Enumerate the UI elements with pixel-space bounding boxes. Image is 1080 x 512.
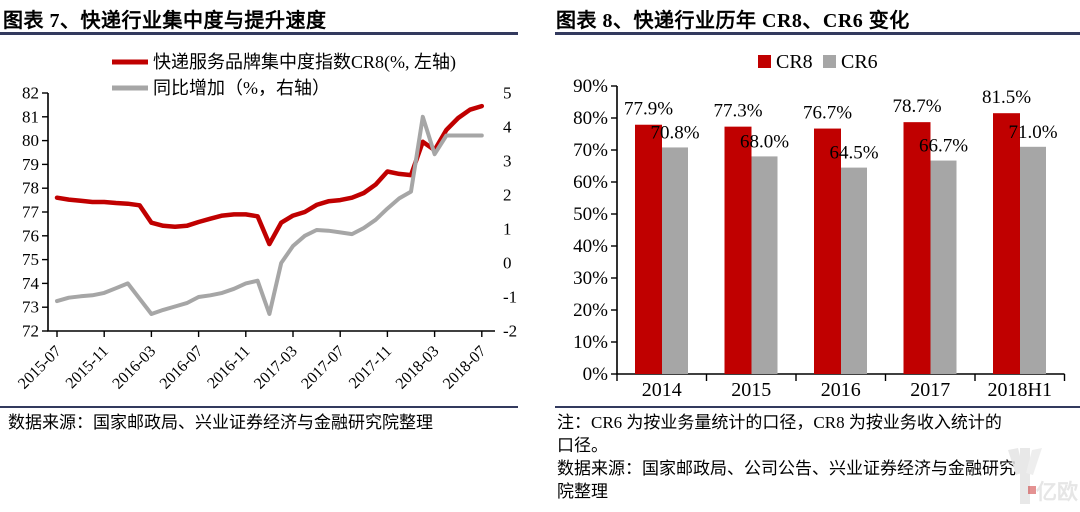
legend-label-cr6: CR6 bbox=[841, 51, 878, 73]
figure8-title: 图表 8、快递行业历年 CR8、CR6 变化 bbox=[556, 10, 910, 32]
right-axis-label: -2 bbox=[503, 322, 517, 341]
cr8-bar-2017 bbox=[903, 122, 931, 374]
left-axis-label: 76 bbox=[22, 226, 39, 245]
cr6-bar-2015 bbox=[751, 156, 778, 374]
figure8-title-rule bbox=[555, 32, 1080, 35]
right-axis-label: 3 bbox=[503, 152, 512, 171]
right-axis-label: 2 bbox=[503, 186, 512, 205]
left-axis-label: 82 bbox=[22, 84, 39, 103]
figure7-title: 图表 7、快递行业集中度与提升速度 bbox=[3, 10, 327, 32]
figure7-footer-rule bbox=[0, 406, 518, 408]
cr6-bar-2018H1 bbox=[1020, 146, 1046, 374]
right-axis-label: -1 bbox=[503, 288, 517, 307]
y-axis-label: 0% bbox=[583, 364, 609, 385]
cr8-value-label: 77.3% bbox=[713, 101, 762, 122]
legend-swatch-cr6 bbox=[823, 55, 836, 68]
left-axis-label: 74 bbox=[22, 274, 40, 293]
y-axis-label: 30% bbox=[573, 268, 608, 289]
cr6-bar-2017 bbox=[930, 160, 957, 374]
y-axis-label: 10% bbox=[573, 332, 608, 353]
cr6-bar-2014 bbox=[662, 147, 688, 374]
y-axis-label: 80% bbox=[573, 108, 608, 129]
x-axis-label: 2017-11 bbox=[346, 343, 395, 392]
right-axis-label: 5 bbox=[503, 84, 512, 103]
cr8-value-label: 76.7% bbox=[803, 103, 852, 124]
category-label: 2014 bbox=[642, 379, 682, 401]
cr6-value-label: 66.7% bbox=[919, 136, 968, 157]
cr6-value-label: 70.8% bbox=[650, 122, 699, 143]
y-axis-label: 50% bbox=[573, 204, 608, 225]
right-axis-label: 0 bbox=[503, 254, 512, 273]
left-axis-label: 72 bbox=[22, 322, 39, 341]
figure7-panel: 图表 7、快递行业集中度与提升速度 快递服务品牌集中度指数CR8(%, 左轴) 同… bbox=[0, 10, 518, 432]
left-axis-label: 79 bbox=[22, 155, 39, 174]
category-label: 2018H1 bbox=[988, 379, 1052, 401]
cr8-index-line bbox=[54, 103, 485, 247]
x-axis-label: 2016-03 bbox=[109, 343, 159, 393]
category-label: 2015 bbox=[731, 379, 771, 401]
left-axis-label: 73 bbox=[22, 298, 39, 317]
figure7-line-chart: 快递服务品牌集中度指数CR8(%, 左轴) 同比增加（%，右轴） 82 81 80 79 7… bbox=[15, 52, 517, 393]
right-axis-label: 1 bbox=[503, 220, 512, 239]
right-axis-label: 4 bbox=[503, 118, 512, 137]
cr8-value-label: 81.5% bbox=[982, 87, 1031, 108]
cr8-bar-2018H1 bbox=[993, 113, 1020, 374]
left-axis-label: 78 bbox=[22, 179, 39, 198]
x-axis-label: 2017-07 bbox=[298, 343, 348, 393]
category-label: 2017 bbox=[910, 379, 950, 401]
cr8-bar-2016 bbox=[814, 128, 841, 374]
category-label: 2016 bbox=[821, 379, 861, 401]
yoy-growth-line bbox=[55, 114, 484, 316]
cr6-value-label: 68.0% bbox=[740, 131, 789, 152]
x-axis-label: 2015-07 bbox=[15, 343, 65, 393]
legend-label-cr8: 快递服务品牌集中度指数CR8(%, 左轴) bbox=[153, 52, 456, 73]
x-axis-label: 2016-11 bbox=[204, 343, 253, 392]
x-axis-label: 2017-03 bbox=[251, 343, 301, 393]
figure8-footer-rule bbox=[555, 406, 1080, 408]
x-axis-label: 2016-07 bbox=[157, 343, 207, 393]
cr8-bar-2014 bbox=[635, 124, 662, 374]
left-axis-label: 77 bbox=[22, 203, 40, 222]
figure8-bar-chart: CR8 CR6 0% 10% 20% 30% 40% 50% 60% 70% 80% 90% 77.9%… bbox=[573, 51, 1066, 401]
cr6-value-label: 64.5% bbox=[829, 143, 878, 164]
legend-label-yoy: 同比增加（%，右轴） bbox=[153, 78, 330, 98]
figure7-title-rule bbox=[0, 32, 518, 35]
left-axis-label: 75 bbox=[22, 250, 39, 269]
figure7-source-text: 数据来源：国家邮政局、兴业证券经济与金融研究院整理 bbox=[8, 413, 433, 432]
cr8-bar-2015 bbox=[724, 126, 752, 374]
x-axis-label: 2015-11 bbox=[63, 343, 112, 392]
cr6-value-label: 71.0% bbox=[1008, 122, 1057, 143]
x-axis-label: 2018-03 bbox=[393, 343, 443, 393]
x-axis-label: 2018-07 bbox=[440, 343, 490, 393]
cr8-value-label: 77.9% bbox=[624, 99, 673, 120]
y-axis-label: 20% bbox=[573, 300, 608, 321]
y-axis-label: 70% bbox=[573, 140, 608, 161]
y-axis-label: 40% bbox=[573, 236, 608, 257]
y-axis-label: 60% bbox=[573, 172, 608, 193]
figure8-panel: 图表 8、快递行业历年 CR8、CR6 变化 CR8 CR6 0% 10% 20% 30%… bbox=[540, 0, 1080, 512]
left-axis-label: 80 bbox=[22, 131, 39, 150]
legend-label-cr8: CR8 bbox=[776, 51, 813, 73]
cr6-bar-2016 bbox=[841, 167, 867, 374]
cr8-value-label: 78.7% bbox=[892, 96, 941, 117]
y-axis-label: 90% bbox=[573, 76, 608, 97]
figure8-note-text: 注：CR6 为按业务量统计的口径，CR8 为按业务收入统计的 口径。 数据来源：… bbox=[557, 413, 1016, 501]
left-axis-label: 81 bbox=[22, 107, 39, 126]
legend-swatch-cr8 bbox=[758, 55, 771, 68]
